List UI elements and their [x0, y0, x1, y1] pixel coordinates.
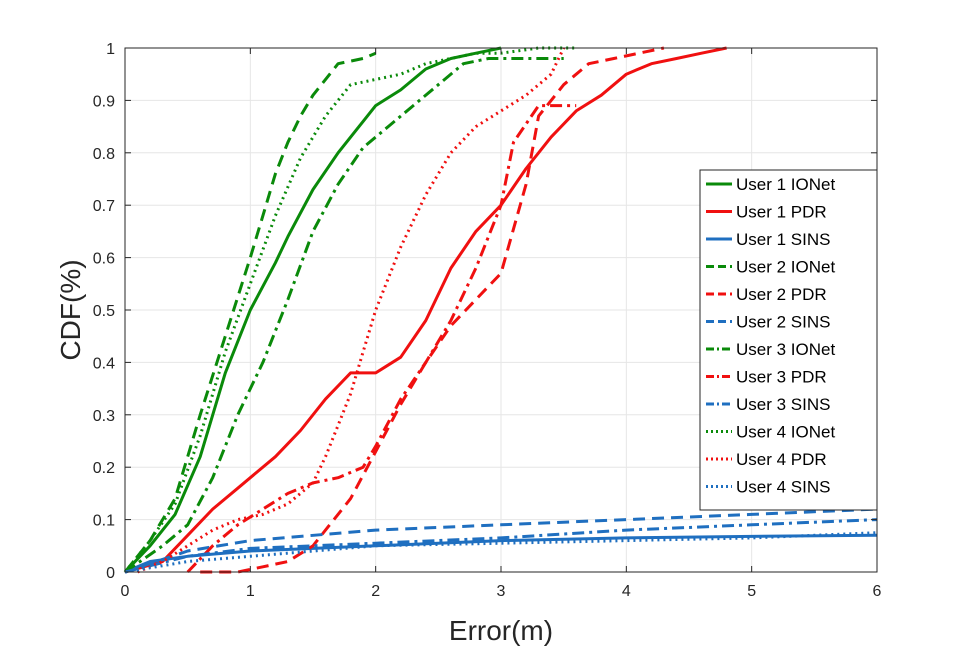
y-tick-label: 0.9: [93, 93, 115, 110]
y-tick-label: 0.5: [93, 303, 115, 320]
series-line: [123, 51, 377, 573]
series-line: [123, 46, 577, 573]
x-axis-label: Error(m): [449, 615, 553, 646]
y-tick-label: 0.1: [93, 513, 115, 530]
series-line: [123, 46, 502, 574]
x-tick-label: 5: [747, 583, 756, 600]
legend-entry: User 1 SINS: [736, 230, 830, 249]
series-line: [124, 57, 564, 574]
series-line: [124, 518, 878, 574]
y-tick-label: 0: [106, 565, 115, 582]
legend-entry: User 4 PDR: [736, 450, 827, 469]
legend-entry: User 2 SINS: [736, 313, 830, 332]
legend-entry: User 2 PDR: [736, 285, 827, 304]
legend-entry: User 2 IONet: [736, 258, 835, 277]
legend-entry: User 4 SINS: [736, 478, 830, 497]
series-line: [200, 46, 665, 574]
x-tick-label: 3: [497, 583, 506, 600]
series-line: [124, 507, 878, 574]
x-tick-label: 1: [246, 583, 255, 600]
legend-entry: User 1 PDR: [736, 203, 827, 222]
x-tick-label: 2: [371, 583, 380, 600]
y-tick-label: 0.6: [93, 251, 115, 268]
legend-entry: User 4 IONet: [736, 423, 835, 442]
x-tick-label: 0: [121, 583, 130, 600]
x-tick-label: 4: [622, 583, 631, 600]
y-tick-label: 0.7: [93, 198, 115, 215]
series-line: [186, 104, 577, 574]
y-tick-label: 0.2: [93, 460, 115, 477]
legend: User 1 IONet User 1 PDR User 1 SINS User 2 …: [699, 169, 878, 511]
legend-entry: User 3 IONet: [736, 340, 835, 359]
legend-entry: User 3 SINS: [736, 395, 830, 414]
legend-entry: User 3 PDR: [736, 368, 827, 387]
legend-entry: User 1 IONet: [736, 175, 835, 194]
series-lines: [123, 46, 878, 574]
series-line: [124, 531, 878, 574]
legend-box: [699, 169, 878, 511]
axis-ticks: 0 1 2 3 4 5 6 0 0.1 0.2 0.3 0.4 0.5 0.6 0.7 0.8 0.9 1: [93, 41, 882, 600]
y-tick-label: 1: [106, 41, 115, 58]
y-tick-label: 0.4: [93, 355, 115, 372]
series-line: [136, 47, 566, 574]
x-tick-label: 6: [873, 583, 882, 600]
y-axis-label: CDF(%): [55, 259, 86, 360]
series-line: [124, 46, 727, 574]
y-tick-label: 0.8: [93, 146, 115, 163]
y-tick-label: 0.3: [93, 408, 115, 425]
